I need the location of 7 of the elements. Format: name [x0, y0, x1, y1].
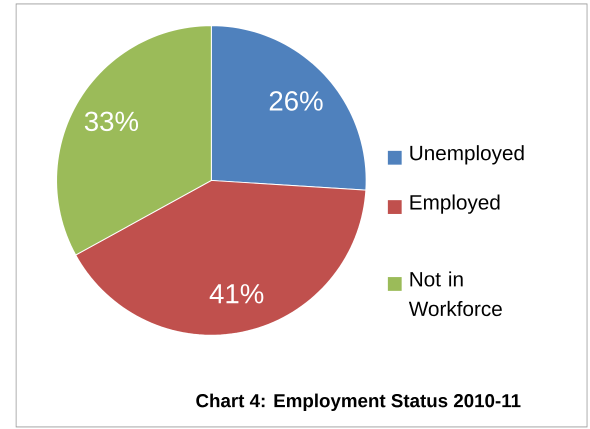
- legend-label: Employed: [410, 194, 500, 214]
- text: Chart 4: Employment Status 2010-11: [196, 394, 520, 412]
- legend-label: Not in Workforce: [408, 271, 502, 316]
- data-label: 33%: [84, 112, 138, 132]
- data-label: 41%: [210, 284, 264, 304]
- legend-label: Unemployed: [410, 145, 524, 164]
- data-label: 26%: [270, 91, 323, 111]
